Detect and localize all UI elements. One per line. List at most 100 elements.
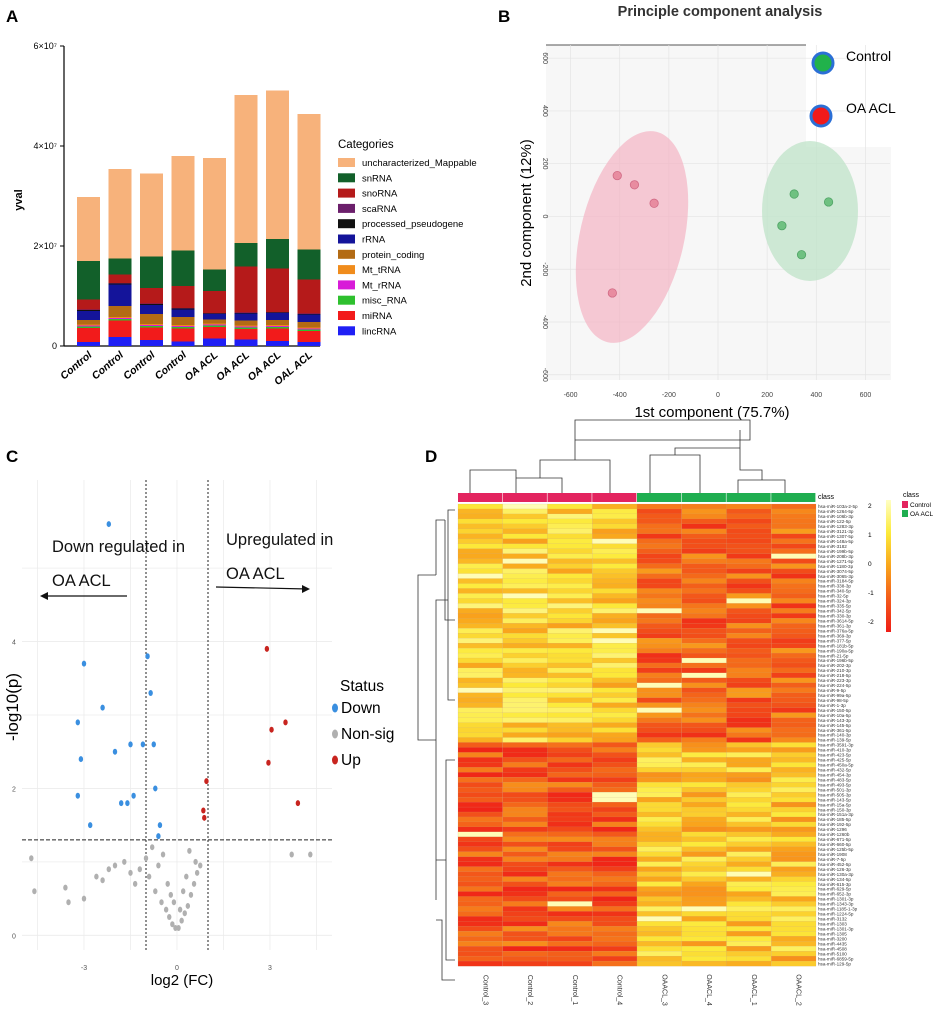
heatmap-cell	[681, 618, 727, 624]
heatmap-cell	[636, 638, 682, 644]
bar-x-tick-label: OA ACL	[182, 349, 220, 384]
heatmap-row-label: hsa-miR-1303	[818, 922, 847, 927]
heatmap-cell	[636, 921, 682, 927]
pca-y-tick-label: -200	[541, 262, 548, 276]
heatmap-cell	[547, 563, 593, 569]
heatmap-cell	[457, 772, 503, 778]
heatmap-cell	[771, 936, 817, 942]
heatmap-cell	[771, 896, 817, 902]
heatmap-cell	[636, 623, 682, 629]
heatmap-cell	[636, 727, 682, 733]
heatmap-cell	[502, 548, 548, 554]
bar-segment-processed-pseudogene	[77, 310, 100, 311]
heatmap-row-label: hsa-miR-208b-3p	[818, 554, 854, 559]
heatmap-cell	[681, 692, 727, 699]
heatmap-cell	[726, 762, 772, 768]
heatmap-cell	[681, 816, 727, 823]
heatmap-row-label: hsa-miR-202-3p	[818, 663, 851, 668]
volcano-arrowhead-left	[40, 592, 48, 600]
volcano-point-up	[204, 778, 209, 785]
heatmap-cell	[726, 717, 772, 723]
volcano-y-tick-label: 4	[12, 640, 16, 647]
volcano-point-non-sig	[193, 858, 198, 865]
heatmap-cell	[681, 886, 727, 892]
heatmap-cell	[457, 876, 503, 882]
heatmap-cell	[547, 742, 593, 748]
volcano-point-non-sig	[170, 921, 175, 928]
heatmap-cell	[592, 747, 638, 753]
heatmap-cell	[592, 608, 638, 614]
column-dendrogram	[469, 419, 786, 494]
heatmap-cell	[726, 538, 772, 545]
bar-segment-uncharacterized-mappable	[297, 114, 321, 250]
bar-segment-mirna	[140, 327, 163, 340]
heatmap-cell	[547, 901, 593, 907]
heatmap-row-label: hsa-miR-130a-3p	[818, 872, 854, 877]
heatmap-cell	[726, 747, 772, 753]
heatmap-row-label: hsa-miR-1185-1-3p	[818, 907, 858, 912]
heatmap-cell	[547, 856, 593, 862]
bar-segment-protein-coding	[203, 319, 226, 324]
heatmap-cell	[636, 692, 682, 699]
heatmap-color-scale	[886, 500, 891, 632]
volcano-arrowhead-right	[302, 585, 310, 593]
heatmap-cell	[592, 657, 638, 664]
bar-segment-scarna	[203, 313, 226, 314]
heatmap-cell	[636, 841, 682, 848]
heatmap-row-label: hsa-miR-185-5p	[818, 817, 851, 822]
heatmap-cell	[592, 826, 638, 833]
heatmap-row-label: hsa-miR-3065-3p	[818, 574, 854, 579]
heatmap-cell	[592, 732, 638, 738]
heatmap-cell	[726, 941, 772, 947]
heatmap-cell	[771, 821, 817, 828]
heatmap-cell	[457, 682, 503, 689]
heatmap-cell	[592, 951, 638, 957]
heatmap-cell	[457, 503, 503, 510]
heatmap-cell	[457, 911, 503, 917]
heatmap-cell	[771, 722, 817, 728]
heatmap-cell	[681, 772, 727, 778]
heatmap-cell	[547, 886, 593, 892]
heatmap-cell	[592, 643, 638, 649]
heatmap-cell	[636, 801, 682, 808]
heatmap-cell	[547, 762, 593, 768]
heatmap-row-label: hsa-miR-3614-5p	[818, 618, 854, 623]
heatmap-cell	[636, 588, 682, 594]
heatmap-cell	[771, 558, 817, 564]
bar-legend-label: processed_pseudogene	[362, 219, 463, 230]
heatmap-cell	[502, 886, 548, 892]
heatmap-row-label: hsa-miR-7-5p	[818, 857, 846, 862]
heatmap-cell	[771, 737, 817, 743]
heatmap-row-label: hsa-miR-450a-5p	[818, 763, 854, 768]
volcano-point-non-sig	[188, 891, 194, 898]
heatmap-cell	[726, 856, 772, 862]
heatmap-cell	[681, 782, 727, 788]
heatmap-cell	[726, 931, 772, 937]
heatmap-cell	[681, 588, 727, 594]
heatmap-cell	[636, 662, 682, 669]
heatmap-cell	[771, 533, 817, 540]
volcano-point-non-sig	[132, 880, 138, 887]
heatmap-cell	[457, 916, 503, 922]
pca-x-tick-label: -200	[662, 392, 676, 399]
heatmap-cell	[592, 906, 638, 912]
heatmap-cell	[457, 811, 503, 818]
bar-segment-mt-rrna	[108, 318, 132, 319]
heatmap-cell	[771, 717, 817, 723]
heatmap-cell	[771, 613, 817, 619]
heatmap-cell	[457, 593, 503, 599]
volcano-point-non-sig	[153, 888, 158, 895]
heatmap-cell	[636, 767, 682, 773]
heatmap-cell	[592, 578, 638, 584]
bar-segment-mt-rrna	[203, 324, 226, 326]
volcano-legend-label: Up	[341, 752, 361, 769]
heatmap-cell	[726, 806, 772, 813]
heatmap-cell	[726, 861, 772, 867]
volcano-point-non-sig	[289, 851, 294, 858]
heatmap-row-label: hsa-miR-134-5p	[818, 877, 851, 882]
heatmap-cell	[457, 951, 503, 957]
heatmap-cell	[636, 518, 682, 525]
heatmap-cell	[592, 538, 638, 545]
heatmap-cell	[636, 826, 682, 833]
bar-segment-rrna	[234, 313, 258, 321]
